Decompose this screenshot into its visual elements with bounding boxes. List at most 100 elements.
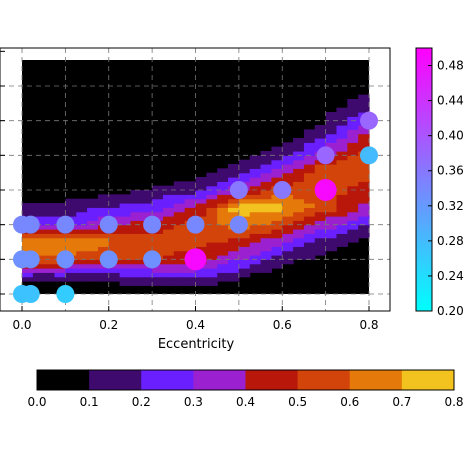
contour-cell bbox=[76, 229, 88, 234]
contour-cell bbox=[358, 229, 370, 234]
scatter-colorbar-tick-label: 0.24 bbox=[437, 269, 464, 283]
contour-cell bbox=[249, 155, 262, 161]
contour-cell bbox=[54, 203, 66, 208]
contour-cell bbox=[358, 233, 370, 239]
contour-cell bbox=[271, 242, 283, 247]
contour-cell bbox=[173, 203, 186, 208]
contour-cell bbox=[32, 207, 45, 213]
contour-cell bbox=[358, 129, 370, 135]
contour-cell bbox=[65, 272, 77, 278]
contour-cell bbox=[249, 194, 262, 200]
contour-cell bbox=[303, 207, 316, 213]
contour-cell bbox=[347, 107, 359, 113]
contour-cell bbox=[152, 276, 164, 282]
contour-cell bbox=[282, 203, 294, 208]
contour-cell bbox=[347, 216, 359, 221]
contour-cell bbox=[173, 229, 186, 234]
contour-cell bbox=[303, 246, 316, 252]
contour-cell bbox=[119, 211, 132, 217]
contour-cell bbox=[97, 272, 110, 278]
contour-cell bbox=[249, 268, 262, 273]
contour-cell bbox=[325, 120, 338, 126]
contour-cell bbox=[141, 246, 153, 252]
contour-cell bbox=[282, 242, 294, 247]
contour-cell bbox=[43, 259, 56, 265]
contour-cell bbox=[87, 207, 99, 213]
contour-cell bbox=[314, 220, 327, 226]
contour-cell bbox=[336, 107, 348, 113]
contour-cell bbox=[97, 194, 110, 200]
contour-cell bbox=[119, 194, 132, 200]
contour-cell bbox=[206, 246, 218, 252]
contour-cell bbox=[87, 237, 99, 243]
contour-cell bbox=[108, 207, 121, 213]
contour-cell bbox=[336, 116, 348, 122]
contour-cell bbox=[314, 250, 327, 256]
contour-cell bbox=[249, 229, 262, 234]
scatter-point bbox=[56, 215, 75, 234]
contour-cell bbox=[314, 168, 327, 174]
contour-cell bbox=[87, 224, 99, 230]
contour-cell bbox=[336, 207, 348, 213]
contour-cell bbox=[217, 168, 229, 174]
contour-cell bbox=[173, 207, 186, 213]
contour-cell bbox=[54, 246, 66, 252]
contour-cell bbox=[65, 203, 77, 208]
contour-cell bbox=[173, 185, 186, 191]
contour-cell bbox=[325, 116, 338, 122]
contour-colorbar-tick-label: 0.4 bbox=[236, 395, 255, 409]
contour-cell bbox=[293, 146, 305, 152]
contour-cell bbox=[260, 164, 273, 169]
contour-cell bbox=[130, 259, 142, 265]
contour-cell bbox=[238, 159, 251, 165]
contour-cell bbox=[303, 203, 316, 208]
contour-cell bbox=[260, 151, 273, 156]
contour-cell bbox=[217, 250, 229, 256]
contour-cell bbox=[206, 220, 218, 226]
contour-cell bbox=[162, 211, 175, 217]
contour-cell bbox=[206, 276, 218, 282]
contour-cell bbox=[162, 281, 175, 286]
contour-cell bbox=[260, 255, 273, 260]
contour-cell bbox=[184, 276, 197, 282]
contour-cell bbox=[162, 190, 175, 195]
contour-cell bbox=[152, 281, 164, 286]
contour-cell bbox=[195, 190, 207, 195]
contour-cell bbox=[32, 242, 45, 247]
contour-cell bbox=[195, 237, 207, 243]
contour-cell bbox=[325, 129, 338, 135]
scatter-point bbox=[273, 181, 292, 199]
contour-cell bbox=[260, 155, 273, 161]
contour-cell bbox=[260, 237, 273, 243]
contour-cell bbox=[108, 203, 121, 208]
contour-cell bbox=[87, 276, 99, 282]
contour-cell bbox=[336, 194, 348, 200]
contour-cell bbox=[358, 194, 370, 200]
scatter-layer bbox=[13, 111, 378, 303]
contour-cell bbox=[206, 255, 218, 260]
contour-colorbar-cell bbox=[89, 370, 142, 390]
contour-cell bbox=[108, 268, 121, 273]
contour-cell bbox=[336, 190, 348, 195]
contour-cell bbox=[293, 164, 305, 169]
contour-colorbar-tick-label: 0.1 bbox=[80, 395, 99, 409]
contour-cell bbox=[87, 198, 99, 204]
contour-cell bbox=[32, 276, 45, 282]
contour-cell bbox=[293, 155, 305, 161]
contour-cell bbox=[184, 237, 197, 243]
contour-cell bbox=[32, 229, 45, 234]
contour-colorbar-tick-label: 0.7 bbox=[392, 395, 411, 409]
contour-cell bbox=[22, 233, 34, 239]
contour-cell bbox=[249, 250, 262, 256]
contour-cell bbox=[293, 250, 305, 256]
contour-cell bbox=[347, 220, 359, 226]
contour-cell bbox=[282, 172, 294, 178]
contour-cell bbox=[195, 233, 207, 239]
contour-cell bbox=[260, 207, 273, 213]
contour-cell bbox=[271, 237, 283, 243]
contour-cell bbox=[206, 263, 218, 269]
contour-cell bbox=[238, 177, 251, 182]
contour-cell bbox=[347, 155, 359, 161]
contour-cell bbox=[32, 237, 45, 243]
contour-cell bbox=[87, 272, 99, 278]
